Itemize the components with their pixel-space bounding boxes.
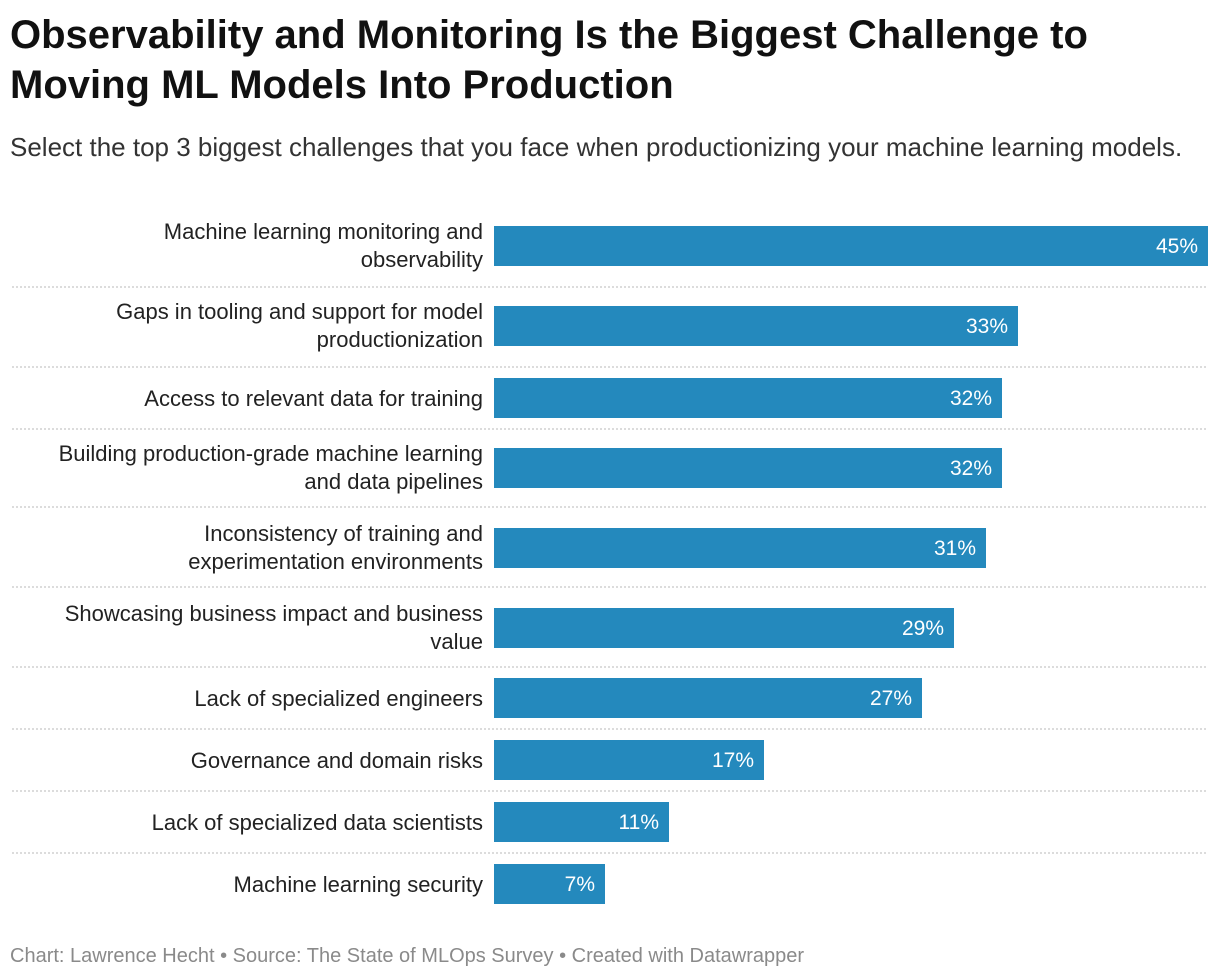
category-label: Lack of specialized data scientists xyxy=(152,810,483,835)
chart-title: Observability and Monitoring Is the Bigg… xyxy=(10,13,1088,107)
value-label: 27% xyxy=(870,687,912,710)
category-label: Gaps in tooling and support for model pro… xyxy=(116,299,483,352)
bar xyxy=(494,226,1208,266)
category-label: Inconsistency of training and experimenta… xyxy=(188,521,483,574)
value-label: 32% xyxy=(950,387,992,410)
value-label: 33% xyxy=(966,315,1008,338)
value-label: 11% xyxy=(619,811,659,834)
value-label: 29% xyxy=(902,617,944,640)
chart-subtitle: Select the top 3 biggest challenges that… xyxy=(10,132,1183,162)
value-label: 31% xyxy=(934,537,976,560)
category-label: Access to relevant data for training xyxy=(144,386,483,411)
value-label: 32% xyxy=(950,457,992,480)
bar xyxy=(494,306,1018,346)
value-label: 7% xyxy=(565,873,595,896)
category-label: Governance and domain risks xyxy=(191,748,483,773)
value-label: 45% xyxy=(1156,235,1198,258)
bar xyxy=(494,378,1002,418)
bar xyxy=(494,802,669,842)
bar xyxy=(494,740,764,780)
category-label: Machine learning security xyxy=(234,872,483,897)
bar xyxy=(494,528,986,568)
chart-footer: Chart: Lawrence Hecht • Source: The Stat… xyxy=(10,945,805,967)
value-label: 17% xyxy=(712,749,754,772)
bar xyxy=(494,678,922,718)
category-label: Building production-grade machine learni… xyxy=(59,441,483,494)
bar xyxy=(494,448,1002,488)
category-label: Showcasing business impact and business v… xyxy=(65,601,483,654)
category-label: Lack of specialized engineers xyxy=(194,686,483,711)
category-label: Machine learning monitoring and observabi… xyxy=(164,219,483,272)
bar xyxy=(494,608,954,648)
bar xyxy=(494,864,605,904)
